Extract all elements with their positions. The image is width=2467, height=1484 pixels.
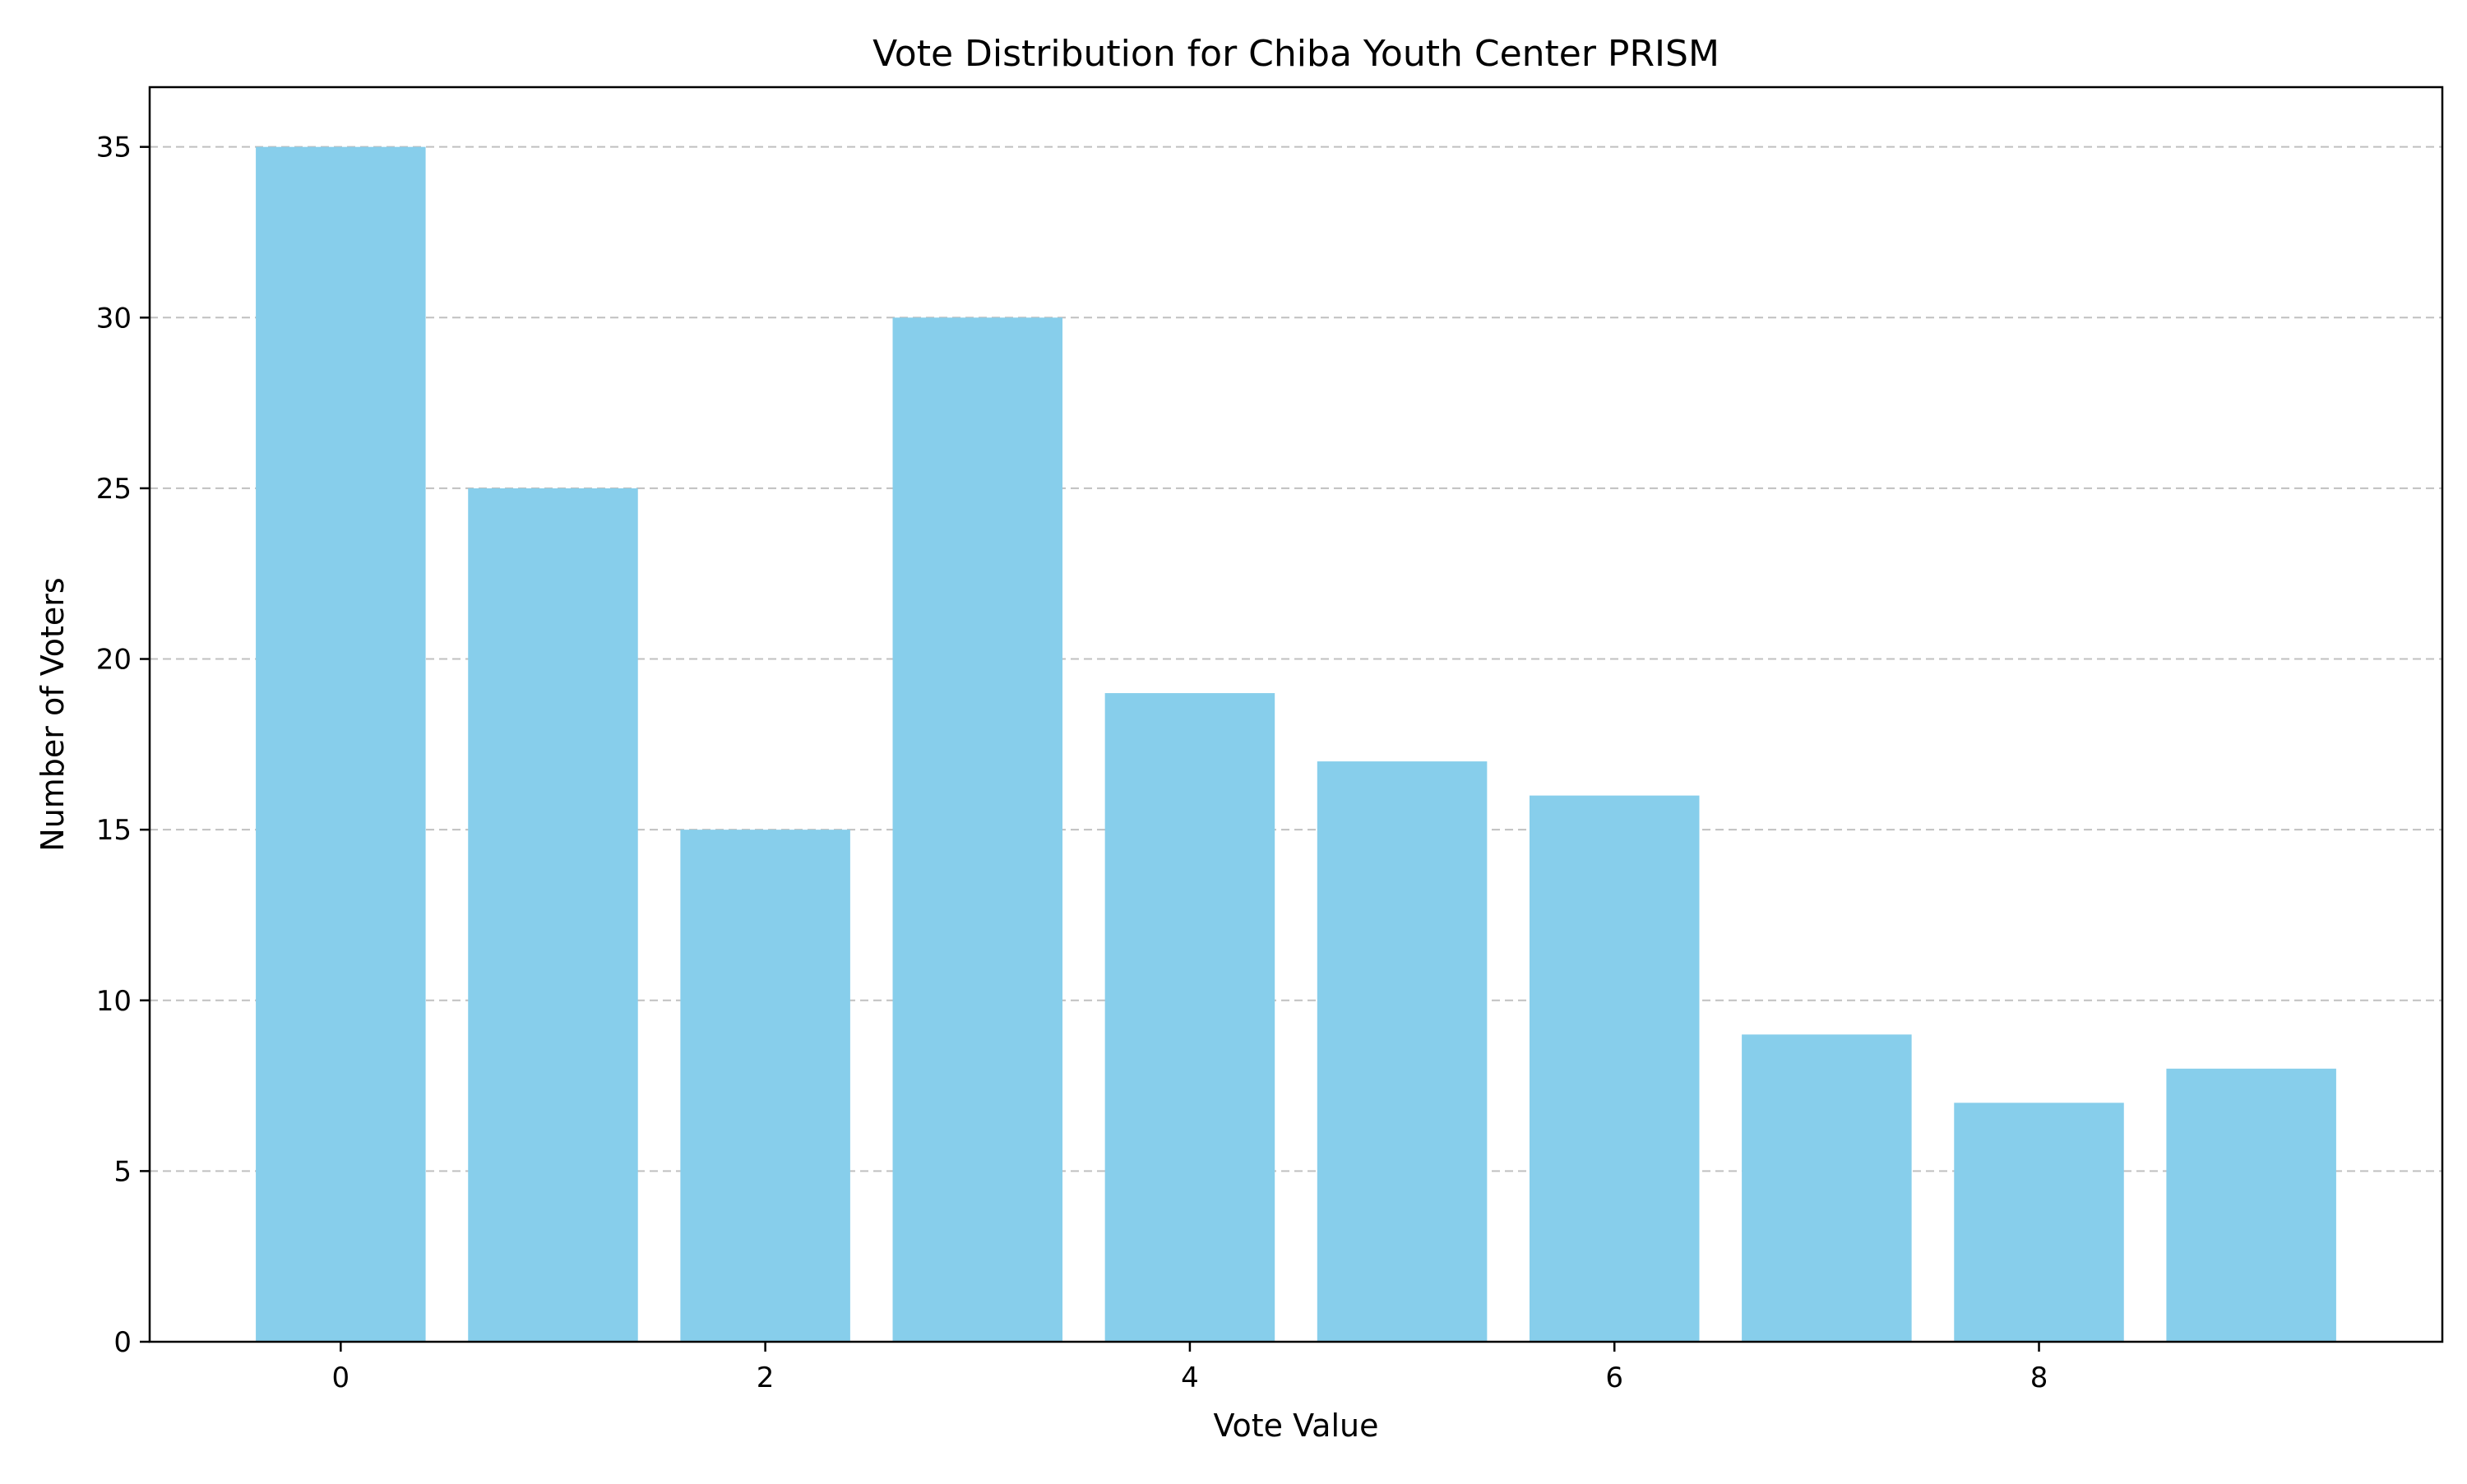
y-tick-label: 10 — [96, 985, 132, 1018]
y-tick-label: 30 — [96, 302, 132, 335]
bar — [892, 317, 1063, 1343]
x-tick-label: 0 — [332, 1361, 350, 1394]
plot-frame — [148, 86, 2444, 1343]
bar — [468, 488, 638, 1342]
x-tick-label: 4 — [1181, 1361, 1199, 1394]
x-axis-label: Vote Value — [1213, 1408, 1378, 1444]
y-axis-label: Number of Voters — [35, 577, 71, 851]
bar — [1317, 761, 1488, 1342]
axis-ticks: 0 5 10 15 20 25 30 35 0 2 4 6 8 — [96, 132, 2048, 1394]
y-tick-label: 15 — [96, 814, 132, 847]
chart-title: Vote Distribution for Chiba Youth Center… — [872, 33, 1719, 75]
y-tick-label: 35 — [96, 132, 132, 164]
y-tick-label: 20 — [96, 644, 132, 677]
bar — [1529, 795, 1700, 1342]
bar — [680, 830, 850, 1342]
bar — [256, 146, 426, 1343]
y-tick-label: 5 — [113, 1155, 132, 1188]
x-tick-label: 2 — [757, 1361, 775, 1394]
bar — [1104, 693, 1275, 1342]
bar — [2166, 1068, 2336, 1342]
bar — [1954, 1103, 2124, 1342]
y-tick-label: 25 — [96, 473, 132, 506]
bars — [256, 146, 2336, 1343]
x-tick-label: 6 — [1605, 1361, 1623, 1394]
bar — [1742, 1034, 1912, 1342]
y-tick-label: 0 — [113, 1326, 132, 1359]
x-tick-label: 8 — [2030, 1361, 2048, 1394]
